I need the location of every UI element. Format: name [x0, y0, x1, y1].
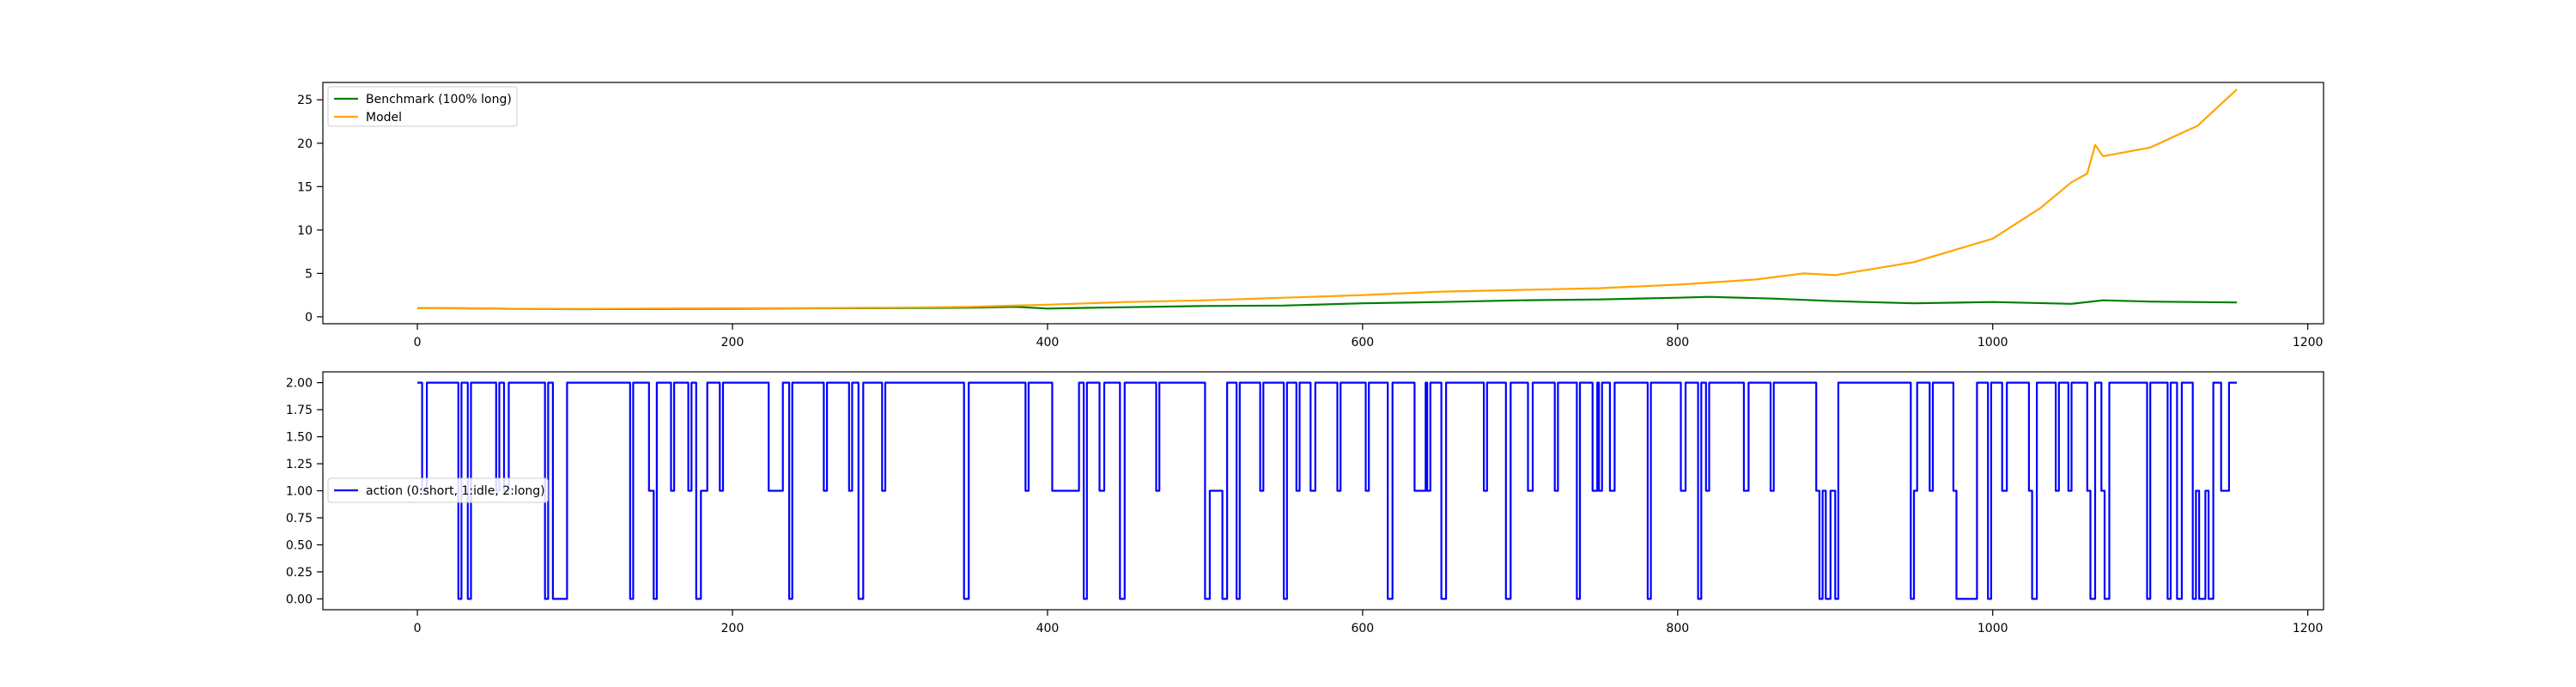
x-tick-label: 400	[1036, 622, 1060, 635]
x-tick-label: 0	[414, 622, 422, 635]
y-tick-label: 1.00	[286, 485, 313, 499]
x-tick-label: 200	[721, 336, 744, 350]
y-tick-label: 20	[297, 137, 313, 151]
x-tick-label: 400	[1036, 336, 1060, 350]
series-line-1	[417, 88, 2238, 310]
y-tick-label: 0	[305, 311, 313, 325]
x-tick-label: 1200	[2293, 622, 2324, 635]
x-tick-label: 1200	[2293, 336, 2324, 350]
y-tick-label: 1.50	[286, 431, 313, 445]
y-tick-label: 25	[297, 94, 313, 107]
y-tick-label: 1.25	[286, 458, 313, 471]
y-tick-label: 1.75	[286, 404, 313, 417]
top-chart-equity-curves: 0 200 400 600 800 1000 1200 0 5 10 15 20 25 Benchmark…	[297, 82, 2324, 350]
y-tick-label: 10	[297, 224, 313, 238]
y-tick-label: 15	[297, 180, 313, 194]
x-tick-label: 600	[1351, 336, 1374, 350]
legend-label: Benchmark (100% long)	[366, 93, 512, 106]
x-tick-label: 1000	[1978, 336, 2008, 350]
y-tick-label: 5	[305, 267, 313, 281]
x-tick-label: 800	[1666, 336, 1689, 350]
series-line-0	[417, 381, 2238, 600]
y-tick-label: 0.00	[286, 593, 313, 606]
y-tick-label: 2.00	[286, 377, 313, 391]
x-tick-label: 1000	[1978, 622, 2008, 635]
y-tick-label: 0.25	[286, 566, 313, 580]
y-tick-label: 0.75	[286, 512, 313, 526]
legend-label: Model	[366, 111, 402, 125]
x-tick-label: 800	[1666, 622, 1689, 635]
legend-box	[327, 477, 549, 503]
y-tick-label: 0.50	[286, 538, 313, 552]
legend-label: action (0:short, 1:idle, 2:long)	[366, 484, 545, 498]
x-tick-label: 0	[414, 336, 422, 350]
x-tick-label: 600	[1351, 622, 1374, 635]
x-tick-label: 200	[721, 622, 744, 635]
axes-frame	[322, 82, 2324, 325]
bottom-chart-actions: 0 200 400 600 800 1000 1200 0.00 0.25 0.50 0.75 1.0…	[286, 371, 2324, 635]
legend-box	[327, 86, 518, 127]
